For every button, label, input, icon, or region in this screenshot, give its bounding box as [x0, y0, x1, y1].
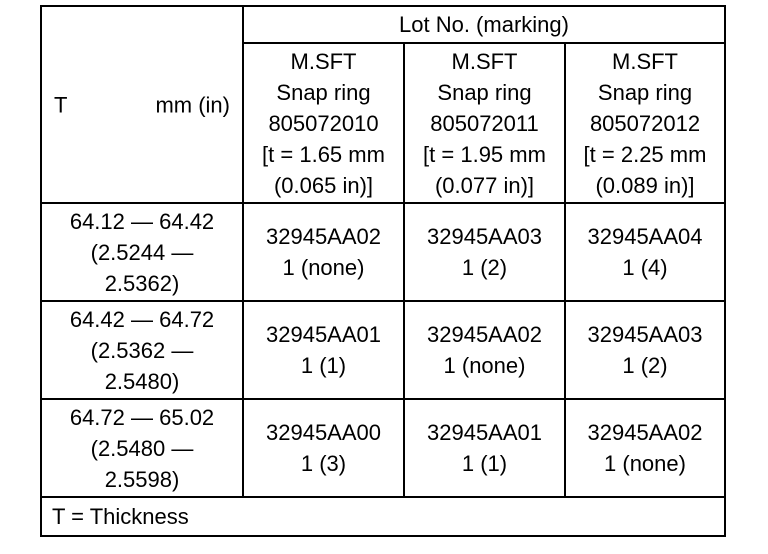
cell-line: 805072010 — [268, 110, 379, 136]
data-cell: 32945AA02 1 (none) — [242, 202, 405, 302]
cell-line: 32945AA02 — [427, 322, 542, 347]
range-cell: 64.12 — 64.42 (2.5244 — 2.5362) — [40, 202, 244, 302]
data-cell: 32945AA02 1 (none) — [403, 300, 566, 400]
cell-line: 2.5598) — [104, 466, 180, 492]
cell-line: 1 (1) — [300, 353, 347, 378]
cell-line: 1 (2) — [461, 255, 508, 280]
data-row: 64.72 — 65.02 (2.5480 — 2.5598) 32945AA00 1 … — [40, 398, 726, 498]
cell-line: 32945AA02 — [266, 224, 381, 249]
cell-line: (0.089 in)] — [595, 172, 695, 198]
data-cell: 32945AA00 1 (3) — [242, 398, 405, 498]
cell-line: 2.5480) — [104, 368, 180, 394]
footnote: T = Thickness — [40, 496, 726, 537]
cell-line: [t = 2.25 mm — [583, 141, 707, 167]
cell-line: 805072012 — [589, 110, 701, 136]
data-cell: 32945AA03 1 (2) — [564, 300, 726, 400]
cell-line: 32945AA01 — [427, 420, 542, 445]
cell-line: 64.12 — 64.42 — [69, 208, 215, 234]
cell-line: 1 (none) — [443, 353, 526, 378]
symbol: T — [54, 92, 68, 117]
data-row: 64.12 — 64.42 (2.5244 — 2.5362) 32945AA02 1 … — [40, 202, 726, 302]
unit: mm (in) — [155, 92, 230, 117]
range-cell: 64.42 — 64.72 (2.5362 — 2.5480) — [40, 300, 244, 400]
cell-line: M.SFT — [451, 48, 518, 74]
column-header: M.SFT Snap ring 805072012 [t = 2.25 mm (0.08… — [564, 42, 726, 204]
cell-line: 32945AA04 — [587, 224, 703, 249]
data-row: 64.42 — 64.72 (2.5362 — 2.5480) 32945AA01 1 … — [40, 300, 726, 400]
cell-line: 1 (none) — [604, 451, 686, 476]
cell-line: (2.5480 — — [90, 435, 194, 461]
cell-line: 805072011 — [430, 110, 539, 136]
cell-line: M.SFT — [612, 48, 678, 74]
group-header: Lot No. (marking) — [242, 5, 726, 44]
column-header: M.SFT Snap ring 805072011 [t = 1.95 mm (0.07… — [403, 42, 566, 204]
data-cell: 32945AA04 1 (4) — [564, 202, 726, 302]
cell-line: 32945AA03 — [587, 322, 703, 347]
cell-line: (2.5244 — — [90, 239, 194, 265]
cell-line: 1 (none) — [282, 255, 365, 280]
cell-line: [t = 1.65 mm — [262, 141, 385, 167]
cell-line: (2.5362 — — [90, 337, 194, 363]
column-header: M.SFT Snap ring 805072010 [t = 1.65 mm (0.06… — [242, 42, 405, 204]
cell-line: 64.72 — 65.02 — [69, 404, 215, 430]
cell-line: 32945AA02 — [587, 420, 703, 445]
cell-line: 1 (3) — [300, 451, 347, 476]
cell-line: Snap ring — [276, 79, 371, 105]
cell-line: 32945AA03 — [427, 224, 542, 249]
cell-line: M.SFT — [290, 48, 357, 74]
data-cell: 32945AA03 1 (2) — [403, 202, 566, 302]
data-cell: 32945AA02 1 (none) — [564, 398, 726, 498]
cell-line: 1 (2) — [622, 353, 668, 378]
cell-line: (0.065 in)] — [273, 172, 374, 198]
cell-line: 1 (4) — [622, 255, 668, 280]
cell-line: [t = 1.95 mm — [423, 141, 546, 167]
range-cell: 64.72 — 65.02 (2.5480 — 2.5598) — [40, 398, 244, 498]
cell-line: 32945AA01 — [266, 322, 381, 347]
data-cell: 32945AA01 1 (1) — [403, 398, 566, 498]
data-cell: 32945AA01 1 (1) — [242, 300, 405, 400]
footnote-row: T = Thickness — [40, 496, 726, 537]
cell-line: Snap ring — [437, 79, 532, 105]
cell-line: (0.077 in)] — [434, 172, 535, 198]
cell-line: 1 (1) — [461, 451, 508, 476]
cell-line: 32945AA00 — [266, 420, 381, 445]
header-row: M.SFT Snap ring 805072010 [t = 1.65 mm (0.06… — [41, 42, 726, 204]
cell-line: Snap ring — [597, 79, 693, 105]
cell-line: 64.42 — 64.72 — [69, 306, 215, 332]
cell-line: 2.5362) — [104, 270, 180, 296]
